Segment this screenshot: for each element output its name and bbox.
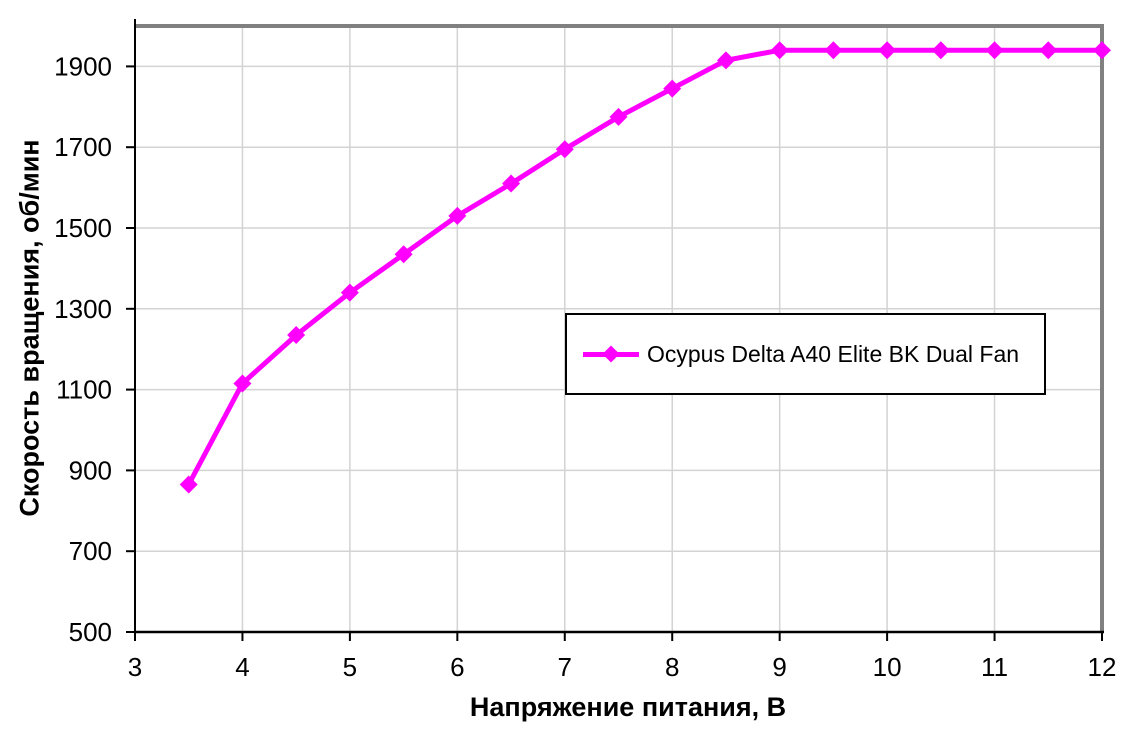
data-point-6: [448, 206, 467, 225]
data-point-7.5: [609, 107, 628, 126]
legend-series-sample: [583, 345, 639, 363]
legend-diamond-marker-icon: [602, 345, 620, 363]
x-tick-label-7: 7: [558, 652, 572, 682]
x-tick-label-12: 12: [1088, 652, 1117, 682]
y-tick-label-1100: 1100: [56, 375, 112, 405]
data-point-8.5: [716, 51, 735, 70]
x-axis-title: Напряжение питания, В: [469, 692, 787, 722]
y-tick-label-500: 500: [69, 617, 112, 647]
y-tick-label-900: 900: [69, 455, 112, 485]
y-tick-label-1900: 1900: [54, 51, 112, 81]
data-point-12: [1093, 41, 1111, 60]
series-line: [186, 47, 1105, 487]
x-tick-label-5: 5: [343, 652, 357, 682]
legend-series-label: Ocypus Delta A40 Elite BK Dual Fan: [647, 340, 1020, 367]
data-point-4.5: [287, 326, 306, 345]
y-tick-label-700: 700: [69, 536, 112, 566]
data-point-11: [985, 41, 1004, 60]
y-tick-label-1300: 1300: [54, 294, 112, 324]
x-tick-label-10: 10: [873, 652, 902, 682]
data-point-11.5: [1039, 41, 1058, 60]
data-point-3.5: [179, 475, 198, 494]
x-tick-label-8: 8: [665, 652, 679, 682]
y-axis-title: Скорость вращения, об/мин: [14, 139, 45, 517]
data-point-9.5: [824, 41, 843, 60]
y-tick-label-1500: 1500: [54, 213, 112, 243]
data-point-5.5: [394, 245, 413, 264]
data-point-7: [555, 140, 574, 159]
legend-box: Ocypus Delta A40 Elite BK Dual Fan: [565, 313, 1046, 395]
x-tick-label-3: 3: [128, 652, 142, 682]
data-point-9: [770, 41, 789, 60]
data-point-10: [878, 41, 897, 60]
data-point-5: [340, 283, 359, 302]
y-tick-label-1700: 1700: [54, 132, 112, 162]
data-point-8: [663, 79, 682, 98]
x-tick-label-4: 4: [235, 652, 249, 682]
x-tick-label-11: 11: [981, 652, 1008, 682]
x-tick-label-6: 6: [450, 652, 464, 682]
data-point-4: [233, 374, 252, 393]
x-tick-label-9: 9: [772, 652, 786, 682]
data-point-10.5: [931, 41, 950, 60]
data-point-6.5: [502, 174, 521, 193]
